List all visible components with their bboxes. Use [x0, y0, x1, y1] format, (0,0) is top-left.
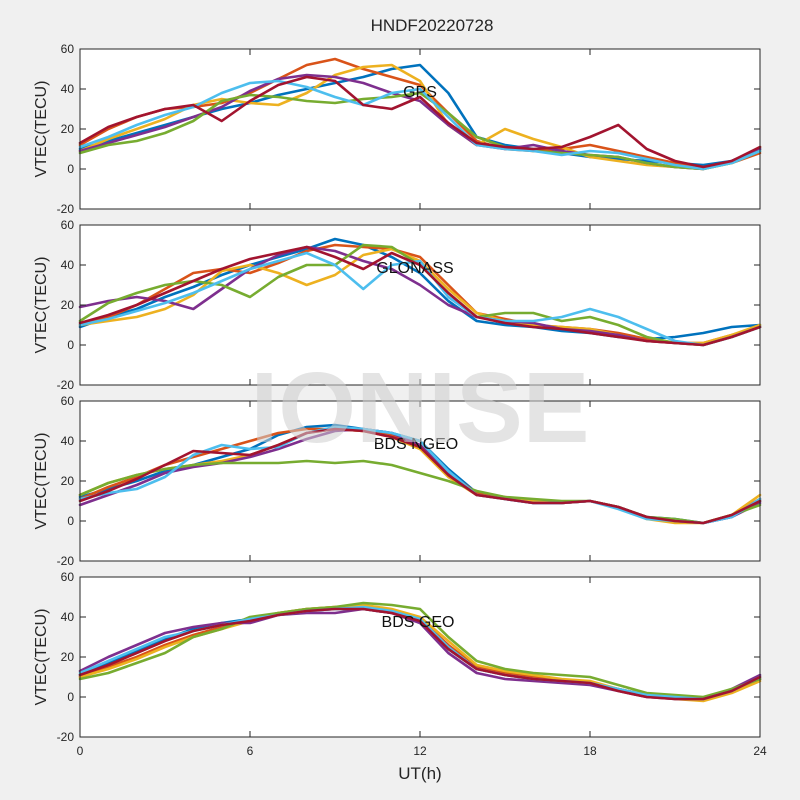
y-tick-label: 60	[61, 570, 75, 584]
series-line-6	[78, 79, 762, 171]
panel-1: -20 0 20 40 60 VTEC(TECU) GPS	[33, 42, 762, 216]
y-tick-label: 20	[61, 474, 75, 488]
y-tick-label: 20	[61, 298, 75, 312]
y-tick-label: 40	[61, 258, 75, 272]
y-tick-label: 0	[67, 162, 74, 176]
series-line-6	[78, 425, 762, 525]
y-tick-label: 40	[61, 610, 75, 624]
panel-series	[78, 57, 762, 171]
x-tick-label: 24	[753, 744, 767, 758]
y-tick-label: -20	[57, 554, 75, 568]
panel-plot-area	[80, 225, 760, 385]
panel-annotation: BDS NGEO	[374, 436, 458, 453]
panel-2: -20 0 20 40 60 VTEC(TECU) GLONASS	[33, 218, 762, 392]
x-tick-label: 18	[583, 744, 597, 758]
panel-annotation: GPS	[403, 84, 437, 101]
y-tick-label: -20	[57, 730, 75, 744]
y-tick-label: 0	[67, 690, 74, 704]
series-line-7	[78, 245, 762, 347]
figure-title: HNDF20220728	[371, 16, 494, 35]
panel-series	[78, 237, 762, 347]
panel-series	[78, 423, 762, 525]
y-tick-label: 20	[61, 122, 75, 136]
x-axis-label: UT(h)	[398, 764, 441, 783]
panel-plot-area	[80, 577, 760, 737]
series-line-5	[78, 91, 762, 171]
y-axis-label: VTEC(TECU)	[33, 609, 50, 706]
panel-plot-area	[80, 401, 760, 561]
y-tick-label: 20	[61, 650, 75, 664]
y-tick-label: 0	[67, 338, 74, 352]
panel-annotation: BDS GEO	[382, 614, 455, 631]
series-line-7	[78, 75, 762, 169]
x-tick-label: 12	[413, 744, 427, 758]
x-tick-label: 6	[247, 744, 254, 758]
x-tick-label: 0	[77, 744, 84, 758]
series-line-6	[78, 251, 762, 347]
panel-annotation: GLONASS	[376, 260, 453, 277]
y-tick-label: -20	[57, 202, 75, 216]
series-line-7	[78, 427, 762, 525]
series-line-5	[78, 601, 762, 699]
y-axis-label: VTEC(TECU)	[33, 81, 50, 178]
y-axis-label: VTEC(TECU)	[33, 257, 50, 354]
y-tick-label: 0	[67, 514, 74, 528]
series-line-7	[78, 607, 762, 701]
y-tick-label: 60	[61, 218, 75, 232]
panel-series	[78, 601, 762, 703]
y-tick-label: 40	[61, 434, 75, 448]
y-tick-label: 40	[61, 82, 75, 96]
panel-plot-area	[80, 49, 760, 209]
y-tick-label: 60	[61, 42, 75, 56]
y-tick-label: -20	[57, 378, 75, 392]
series-line-2	[78, 243, 762, 345]
panel-3: -20 0 20 40 60 VTEC(TECU) BDS NGEO	[33, 394, 762, 568]
watermark: IONISE	[251, 352, 590, 464]
y-tick-label: 60	[61, 394, 75, 408]
y-axis-label: VTEC(TECU)	[33, 433, 50, 530]
